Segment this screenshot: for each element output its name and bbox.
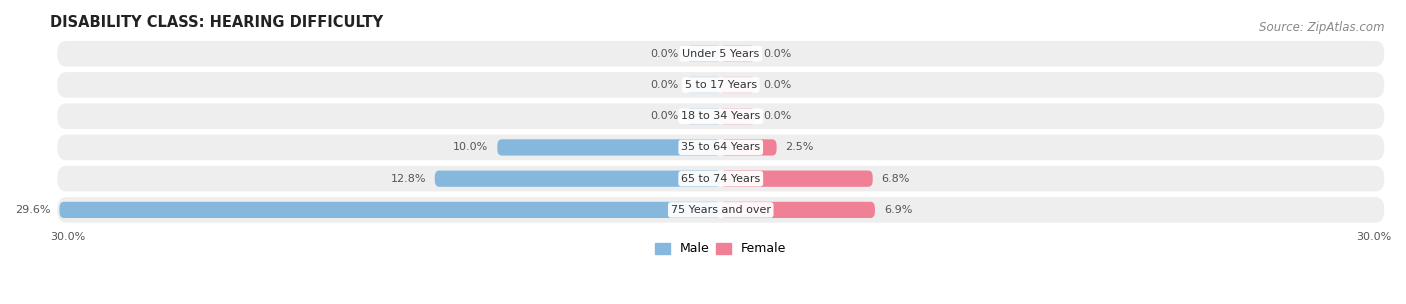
Text: 0.0%: 0.0%	[763, 111, 792, 121]
FancyBboxPatch shape	[498, 139, 721, 156]
Text: 30.0%: 30.0%	[1355, 232, 1391, 242]
Legend: Male, Female: Male, Female	[650, 237, 792, 261]
Text: 0.0%: 0.0%	[650, 111, 678, 121]
FancyBboxPatch shape	[688, 108, 721, 124]
FancyBboxPatch shape	[58, 135, 1385, 160]
Text: 12.8%: 12.8%	[391, 174, 426, 184]
Text: 0.0%: 0.0%	[763, 80, 792, 90]
Text: 10.0%: 10.0%	[453, 143, 488, 152]
Text: 5 to 17 Years: 5 to 17 Years	[685, 80, 756, 90]
FancyBboxPatch shape	[721, 108, 754, 124]
Text: 29.6%: 29.6%	[15, 205, 51, 215]
Text: 0.0%: 0.0%	[763, 49, 792, 59]
Text: 65 to 74 Years: 65 to 74 Years	[681, 174, 761, 184]
FancyBboxPatch shape	[434, 171, 721, 187]
FancyBboxPatch shape	[721, 46, 754, 62]
Text: 0.0%: 0.0%	[650, 49, 678, 59]
Text: 35 to 64 Years: 35 to 64 Years	[681, 143, 761, 152]
Text: DISABILITY CLASS: HEARING DIFFICULTY: DISABILITY CLASS: HEARING DIFFICULTY	[51, 15, 384, 30]
FancyBboxPatch shape	[688, 77, 721, 93]
Text: 0.0%: 0.0%	[650, 80, 678, 90]
FancyBboxPatch shape	[58, 197, 1385, 223]
Text: 6.9%: 6.9%	[884, 205, 912, 215]
FancyBboxPatch shape	[721, 202, 875, 218]
Text: 6.8%: 6.8%	[882, 174, 910, 184]
FancyBboxPatch shape	[721, 77, 754, 93]
FancyBboxPatch shape	[721, 171, 873, 187]
FancyBboxPatch shape	[59, 202, 721, 218]
FancyBboxPatch shape	[58, 103, 1385, 129]
Text: Source: ZipAtlas.com: Source: ZipAtlas.com	[1260, 21, 1385, 34]
FancyBboxPatch shape	[58, 72, 1385, 98]
Text: 75 Years and over: 75 Years and over	[671, 205, 770, 215]
FancyBboxPatch shape	[721, 139, 776, 156]
Text: Under 5 Years: Under 5 Years	[682, 49, 759, 59]
FancyBboxPatch shape	[58, 41, 1385, 67]
FancyBboxPatch shape	[688, 46, 721, 62]
FancyBboxPatch shape	[58, 166, 1385, 192]
Text: 30.0%: 30.0%	[51, 232, 86, 242]
Text: 2.5%: 2.5%	[786, 143, 814, 152]
Text: 18 to 34 Years: 18 to 34 Years	[681, 111, 761, 121]
